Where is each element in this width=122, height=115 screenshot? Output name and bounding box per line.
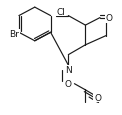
Text: O: O bbox=[65, 79, 72, 88]
Text: N: N bbox=[65, 66, 72, 75]
Text: O: O bbox=[94, 93, 101, 102]
Text: Cl: Cl bbox=[57, 8, 65, 17]
Text: Br: Br bbox=[9, 30, 19, 39]
Text: O: O bbox=[106, 14, 113, 23]
